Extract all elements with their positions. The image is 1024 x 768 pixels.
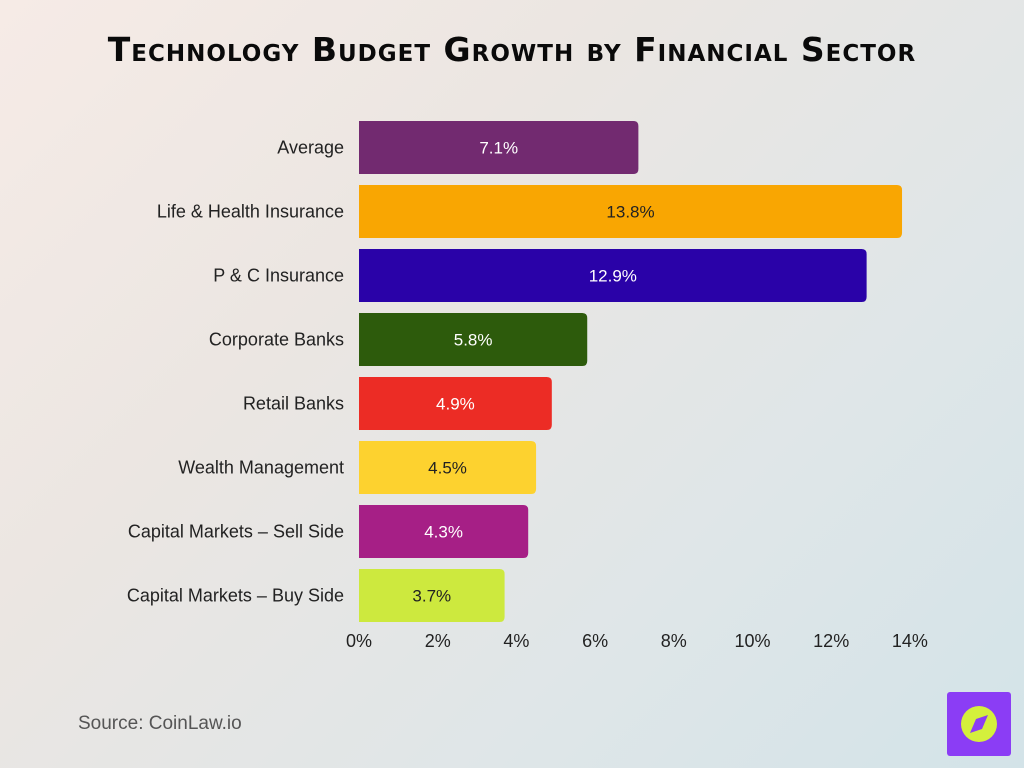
- bar-2: 12.9%: [359, 249, 867, 302]
- bar-value-label: 13.8%: [606, 203, 654, 222]
- bar-value-label: 4.5%: [428, 459, 467, 478]
- category-label: Corporate Banks: [209, 330, 344, 350]
- bar-6: 4.3%: [359, 505, 529, 558]
- bar-chart: 7.1% 13.8% 12.9% 5.8% 4.9% 4.5% 4.3% 3.7% Avera…: [127, 121, 928, 651]
- bar-value-label: 5.8%: [454, 331, 493, 350]
- bar-rect: [359, 121, 639, 174]
- bar-1: 13.8%: [359, 185, 903, 238]
- x-tick-label: 2%: [425, 631, 451, 651]
- bar-value-label: 4.3%: [424, 523, 463, 542]
- bars-group: 7.1% 13.8% 12.9% 5.8% 4.9% 4.5% 4.3% 3.7%: [359, 121, 903, 622]
- category-label: Life & Health Insurance: [157, 202, 344, 222]
- x-tick-label: 10%: [734, 631, 770, 651]
- bar-rect: [359, 569, 505, 622]
- bar-0: 7.1%: [359, 121, 639, 174]
- bar-rect: [359, 441, 537, 494]
- category-label: P & C Insurance: [213, 266, 344, 286]
- source-note: Source: CoinLaw.io: [78, 713, 242, 734]
- bar-rect: [359, 505, 529, 558]
- bar-rect: [359, 313, 588, 366]
- bar-value-label: 4.9%: [436, 395, 475, 414]
- x-tick-label: 6%: [582, 631, 608, 651]
- category-label: Wealth Management: [178, 458, 344, 478]
- x-axis-ticks-group: 0% 2% 4% 6% 8% 10% 12% 14%: [346, 631, 928, 651]
- bar-value-label: 7.1%: [479, 139, 518, 158]
- category-label: Capital Markets – Buy Side: [127, 586, 344, 606]
- bar-7: 3.7%: [359, 569, 505, 622]
- bar-3: 5.8%: [359, 313, 588, 366]
- bar-rect: [359, 185, 903, 238]
- compass-icon: [961, 706, 997, 742]
- x-tick-label: 8%: [661, 631, 687, 651]
- category-label: Average: [277, 138, 344, 158]
- chart-title: Technology Budget Growth by Financial Se…: [107, 30, 917, 69]
- bar-4: 4.9%: [359, 377, 552, 430]
- bar-rect: [359, 377, 552, 430]
- bar-value-label: 12.9%: [589, 267, 637, 286]
- category-label: Retail Banks: [243, 394, 344, 414]
- x-tick-label: 12%: [813, 631, 849, 651]
- bar-5: 4.5%: [359, 441, 537, 494]
- bar-rect: [359, 249, 867, 302]
- bar-value-label: 3.7%: [412, 587, 451, 606]
- category-labels-group: Average Life & Health Insurance P & C Insu…: [127, 138, 344, 606]
- x-tick-label: 4%: [503, 631, 529, 651]
- brand-logo: [947, 692, 1011, 756]
- x-tick-label: 0%: [346, 631, 372, 651]
- x-tick-label: 14%: [892, 631, 928, 651]
- category-label: Capital Markets – Sell Side: [128, 522, 344, 542]
